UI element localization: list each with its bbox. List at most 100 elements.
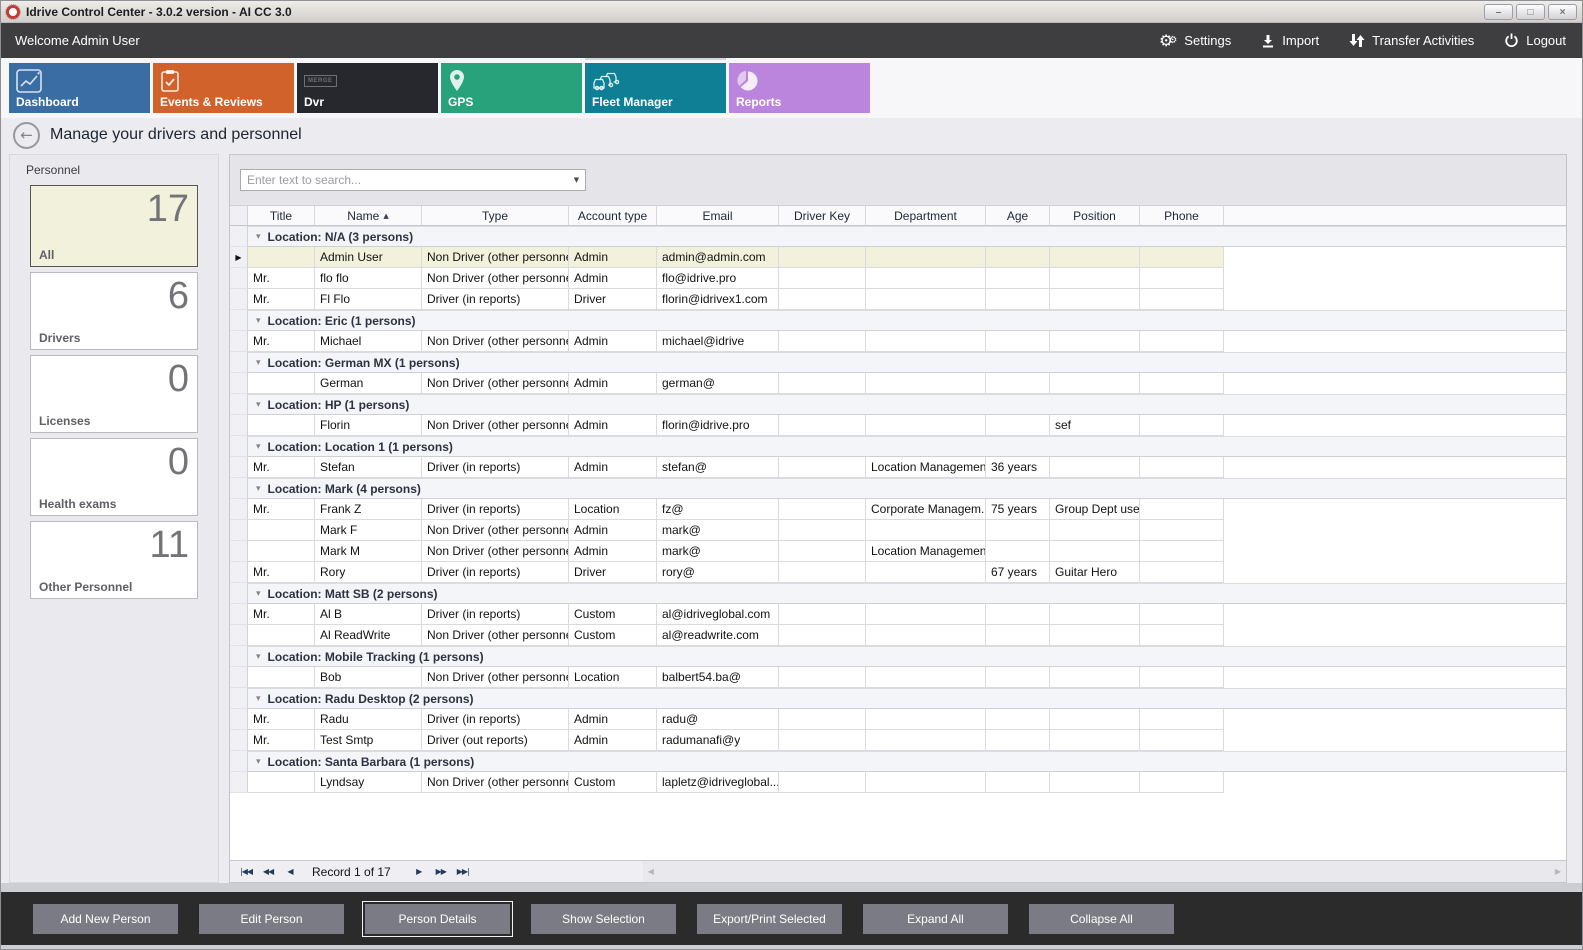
menu-item-logout[interactable]: Logout bbox=[1504, 33, 1566, 48]
table-row[interactable]: Lyndsay Non Driver (other personnel) Custo… bbox=[230, 772, 1566, 793]
cell-driver-key bbox=[779, 541, 866, 562]
group-row-band[interactable]: ▾ Location: Location 1 (1 persons) bbox=[248, 436, 1566, 457]
group-row-band[interactable]: ▾ Location: Mark (4 persons) bbox=[248, 478, 1566, 499]
table-row[interactable]: Bob Non Driver (other personnel) Location b… bbox=[230, 667, 1566, 688]
hscroll-left-arrow-icon[interactable]: ◀ bbox=[647, 867, 654, 876]
cell-email: florin@idrive.pro bbox=[657, 415, 779, 436]
cell-age bbox=[986, 667, 1050, 688]
personnel-card-other-personnel[interactable]: 11 Other Personnel bbox=[30, 521, 198, 599]
hscroll-right-arrow-icon[interactable]: ▶ bbox=[1554, 867, 1561, 876]
nav-prev-button[interactable]: ◀ bbox=[287, 867, 293, 876]
table-row[interactable]: Mark M Non Driver (other personnel) Admin m… bbox=[230, 541, 1566, 562]
card-label: Other Personnel bbox=[39, 580, 133, 594]
nav-next-page-button[interactable]: ▶▶ bbox=[435, 867, 447, 876]
tab-gps[interactable]: GPS bbox=[441, 63, 582, 113]
table-row[interactable]: Mr. Michael Non Driver (other personnel) Ad… bbox=[230, 331, 1566, 352]
group-row-band[interactable]: ▾ Location: Eric (1 persons) bbox=[248, 310, 1566, 331]
back-button[interactable]: ← bbox=[13, 121, 40, 149]
table-row[interactable]: Mr. flo flo Non Driver (other personnel) Ad… bbox=[230, 268, 1566, 289]
table-row[interactable]: ▶ Admin User Non Driver (other personnel) A… bbox=[230, 247, 1566, 268]
cell-email: fz@ bbox=[657, 499, 779, 520]
tab-label: Events & Reviews bbox=[160, 95, 263, 109]
grid-toolbar: ▼ bbox=[230, 155, 1566, 205]
nav-first-button[interactable]: |◀◀ bbox=[240, 867, 253, 876]
table-row[interactable]: Mr. Al B Driver (in reports) Custom al@idriv… bbox=[230, 604, 1566, 625]
column-header-email[interactable]: Email bbox=[657, 206, 779, 226]
collapse-all-button[interactable]: Collapse All bbox=[1029, 903, 1174, 934]
search-input[interactable] bbox=[241, 170, 568, 190]
table-row[interactable]: Mark F Non Driver (other personnel) Admin m… bbox=[230, 520, 1566, 541]
cell-account-type: Admin bbox=[569, 520, 657, 541]
cell-age bbox=[986, 625, 1050, 646]
tab-reports[interactable]: Reports bbox=[729, 63, 870, 113]
tab-events-reviews[interactable]: Events & Reviews bbox=[153, 63, 294, 113]
edit-person-button[interactable]: Edit Person bbox=[199, 903, 344, 934]
group-row-band[interactable]: ▾ Location: HP (1 persons) bbox=[248, 394, 1566, 415]
nav-prev-page-button[interactable]: ◀◀ bbox=[262, 867, 274, 876]
person-details-button[interactable]: Person Details bbox=[362, 900, 513, 937]
cell-type: Driver (out reports) bbox=[422, 730, 569, 751]
personnel-card-licenses[interactable]: 0 Licenses bbox=[30, 355, 198, 433]
row-gutter: ▶ bbox=[230, 247, 248, 268]
horizontal-scrollbar[interactable]: ◀ ▶ bbox=[642, 861, 1566, 882]
record-counter: Record 1 of 17 bbox=[312, 864, 391, 879]
tab-dashboard[interactable]: Dashboard bbox=[9, 63, 150, 113]
group-label: Location: HP (1 persons) bbox=[267, 397, 410, 412]
column-header-driver-key[interactable]: Driver Key bbox=[779, 206, 866, 226]
tab-fleet-manager[interactable]: Fleet Manager bbox=[585, 58, 726, 113]
row-gutter bbox=[230, 289, 248, 310]
column-header-department[interactable]: Department bbox=[866, 206, 986, 226]
group-row-band[interactable]: ▾ Location: Mobile Tracking (1 persons) bbox=[248, 646, 1566, 667]
group-label: Location: German MX (1 persons) bbox=[267, 355, 460, 370]
column-header-phone[interactable]: Phone bbox=[1140, 206, 1224, 226]
cell-age bbox=[986, 709, 1050, 730]
window-maximize-button[interactable]: □ bbox=[1516, 4, 1545, 20]
table-row[interactable]: Mr. Fl Flo Driver (in reports) Driver florin… bbox=[230, 289, 1566, 310]
group-row-band[interactable]: ▾ Location: Radu Desktop (2 persons) bbox=[248, 688, 1566, 709]
window-minimize-button[interactable]: – bbox=[1484, 4, 1513, 20]
cell-title: Mr. bbox=[248, 331, 315, 352]
search-combo: ▼ bbox=[240, 169, 586, 191]
cell-email: admin@admin.com bbox=[657, 247, 779, 268]
show-selection-button[interactable]: Show Selection bbox=[531, 903, 676, 934]
tab-label: Dashboard bbox=[16, 95, 79, 109]
export-print-selected-button[interactable]: Export/Print Selected bbox=[697, 903, 842, 934]
table-row[interactable]: Mr. Frank Z Driver (in reports) Location fz@… bbox=[230, 499, 1566, 520]
group-row-band[interactable]: ▾ Location: Matt SB (2 persons) bbox=[248, 583, 1566, 604]
cell-email: mark@ bbox=[657, 520, 779, 541]
expand-all-button[interactable]: Expand All bbox=[863, 903, 1008, 934]
cell-phone bbox=[1140, 247, 1224, 268]
personnel-card-drivers[interactable]: 6 Drivers bbox=[30, 272, 198, 350]
search-dropdown-arrow-icon[interactable]: ▼ bbox=[573, 176, 580, 184]
tab-label: Reports bbox=[736, 95, 782, 109]
table-row[interactable]: Mr. Radu Driver (in reports) Admin radu@ bbox=[230, 709, 1566, 730]
column-header-title[interactable]: Title bbox=[248, 206, 315, 226]
menu-item-settings[interactable]: ⚙ ⚙ Settings bbox=[1159, 32, 1231, 48]
menu-item-import[interactable]: Import bbox=[1261, 33, 1319, 48]
tab-dvr[interactable]: MERGE Dvr bbox=[297, 63, 438, 113]
window-close-button[interactable]: × bbox=[1548, 4, 1577, 20]
table-row[interactable]: Al ReadWrite Non Driver (other personnel)… bbox=[230, 625, 1566, 646]
column-header-type[interactable]: Type bbox=[422, 206, 569, 226]
group-row-band[interactable]: ▾ Location: N/A (3 persons) bbox=[248, 226, 1566, 247]
table-row[interactable]: German Non Driver (other personnel) Admin g… bbox=[230, 373, 1566, 394]
nav-last-button[interactable]: ▶▶| bbox=[456, 867, 470, 876]
menu-item-transfer-activities[interactable]: Transfer Activities bbox=[1349, 33, 1474, 48]
personnel-card-all[interactable]: 17 All bbox=[30, 185, 198, 267]
cell-account-type: Admin bbox=[569, 541, 657, 562]
table-row[interactable]: Mr. Rory Driver (in reports) Driver rory@ 67 … bbox=[230, 562, 1566, 583]
personnel-card-health-exams[interactable]: 0 Health exams bbox=[30, 438, 198, 516]
column-header-position[interactable]: Position bbox=[1050, 206, 1140, 226]
group-row-band[interactable]: ▾ Location: German MX (1 persons) bbox=[248, 352, 1566, 373]
add-new-person-button[interactable]: Add New Person bbox=[33, 903, 178, 934]
group-row-band[interactable]: ▾ Location: Santa Barbara (1 persons) bbox=[248, 751, 1566, 772]
column-header-name[interactable]: Name ▲ bbox=[315, 206, 422, 226]
table-row[interactable]: Mr. Test Smtp Driver (out reports) Admin rad… bbox=[230, 730, 1566, 751]
nav-next-button[interactable]: ▶ bbox=[416, 867, 422, 876]
collapse-arrow-icon: ▾ bbox=[256, 693, 261, 704]
column-header-age[interactable]: Age bbox=[986, 206, 1050, 226]
table-row[interactable]: Florin Non Driver (other personnel) Admin f… bbox=[230, 415, 1566, 436]
column-header-account-type[interactable]: Account type bbox=[569, 206, 657, 226]
row-gutter bbox=[230, 331, 248, 352]
table-row[interactable]: Mr. Stefan Driver (in reports) Admin stefan@… bbox=[230, 457, 1566, 478]
